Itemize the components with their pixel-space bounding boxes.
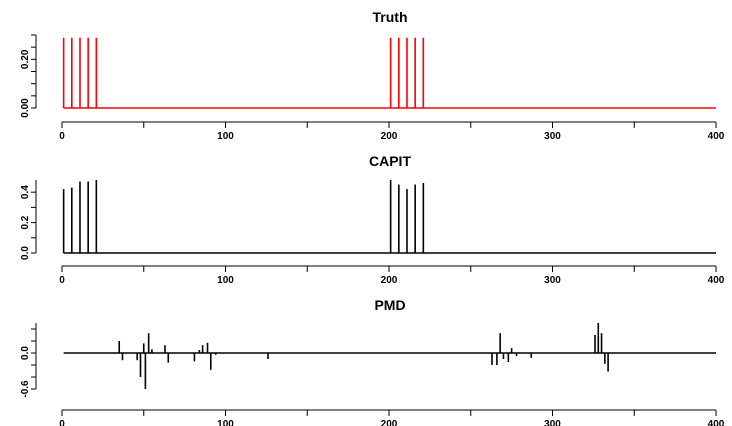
x-tick-label: 100 [217,419,234,426]
spikes-truth [62,37,716,109]
y-tick-label: -0.6 [20,380,31,398]
x-axis-capit: 0 100 200 300 400 [59,265,725,286]
y-axis-capit: 0.0 0.2 0.4 [20,180,37,260]
x-tick-label: 0 [59,131,65,142]
spikes-capit [62,180,716,254]
x-tick-label: 400 [708,275,725,286]
x-axis-truth: 0 100 200 300 400 [59,121,725,142]
y-tick-label: 0.20 [20,49,31,69]
y-tick-label: 0.0 [20,246,31,260]
x-tick-label: 200 [381,131,398,142]
panel-pmd: PMD -0.6 0.0 0 100 200 300 400 [20,297,725,426]
panel-truth: Truth 0.00 0.20 0 100 200 300 400 [20,9,725,142]
panel-capit: CAPIT 0.0 0.2 0.4 0 100 200 300 400 [20,153,725,286]
x-tick-label: 300 [544,131,561,142]
x-tick-label: 400 [708,131,725,142]
x-tick-label: 200 [381,275,398,286]
x-tick-label: 200 [381,419,398,426]
y-axis-truth: 0.00 0.20 [20,34,37,118]
x-tick-label: 100 [217,131,234,142]
y-tick-label: 0.2 [20,215,31,229]
y-tick-label: 0.00 [20,98,31,118]
x-tick-label: 0 [59,275,65,286]
y-axis-pmd: -0.6 0.0 [20,323,37,398]
y-tick-label: 0.0 [20,346,31,360]
panel-title-pmd: PMD [374,297,405,313]
x-tick-label: 400 [708,419,725,426]
panel-title-truth: Truth [373,9,408,25]
y-tick-label: 0.4 [20,185,31,199]
spikes-pmd [63,323,716,389]
x-tick-label: 100 [217,275,234,286]
x-tick-label: 0 [59,419,65,426]
x-tick-label: 300 [544,419,561,426]
x-tick-label: 300 [544,275,561,286]
x-axis-pmd: 0 100 200 300 400 [59,409,725,426]
panel-title-capit: CAPIT [369,153,411,169]
